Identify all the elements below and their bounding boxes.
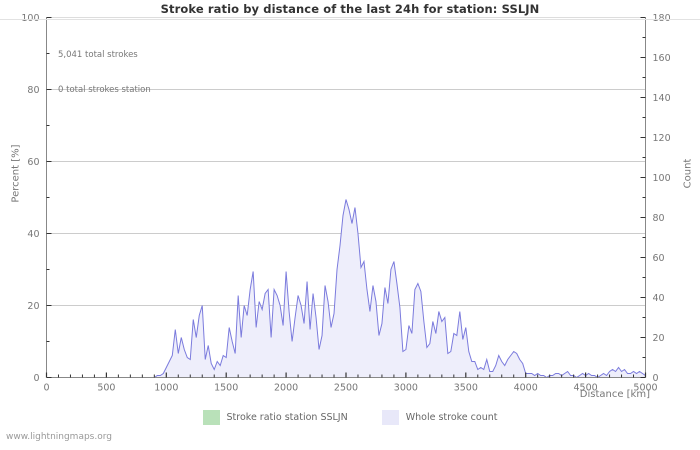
y-tick-label-right: 40 bbox=[653, 293, 665, 304]
legend-label-whole-stroke-count: Whole stroke count bbox=[405, 412, 498, 423]
chart-title: Stroke ratio by distance of the last 24h… bbox=[160, 2, 540, 16]
y-axis-left-label: Percent [%] bbox=[10, 144, 22, 203]
x-tick-label: 2000 bbox=[274, 383, 298, 394]
legend-swatch-whole-stroke-count bbox=[381, 410, 399, 425]
y-tick-label-left: 20 bbox=[27, 301, 39, 312]
x-tick-label: 3000 bbox=[394, 383, 418, 394]
chart-annotations: 5,041 total strokes 0 total strokes stat… bbox=[58, 27, 151, 119]
x-tick-label: 2500 bbox=[334, 383, 358, 394]
legend-label-stroke-ratio-station: Stroke ratio station SSLJN bbox=[226, 412, 348, 423]
y-tick-label-left: 80 bbox=[27, 85, 39, 96]
y-tick-label-left: 40 bbox=[27, 229, 39, 240]
x-tick-label: 500 bbox=[97, 383, 115, 394]
y-tick-label-left: 100 bbox=[21, 13, 39, 24]
x-axis-label: Distance [km] bbox=[579, 389, 650, 400]
x-tick-label: 4000 bbox=[514, 383, 538, 394]
x-tick-label: 1000 bbox=[154, 383, 178, 394]
x-tick-label: 5000 bbox=[633, 383, 657, 394]
y-tick-label-right: 80 bbox=[653, 213, 665, 224]
annotation-total-strokes-station: 0 total strokes station bbox=[58, 84, 151, 95]
y-tick-label-right: 0 bbox=[653, 373, 659, 384]
chart-legend: Stroke ratio station SSLJN Whole stroke … bbox=[0, 410, 700, 425]
y-tick-label-right: 140 bbox=[653, 93, 671, 104]
x-tick-label: 3500 bbox=[454, 383, 478, 394]
footer-credit: www.lightningmaps.org bbox=[6, 432, 112, 442]
title-divider bbox=[0, 19, 700, 20]
annotation-total-strokes: 5,041 total strokes bbox=[58, 50, 138, 60]
y-tick-label-right: 160 bbox=[653, 53, 671, 64]
x-tick-label: 0 bbox=[43, 383, 49, 394]
legend-item-whole-stroke-count: Whole stroke count bbox=[381, 410, 498, 425]
y-tick-label-right: 120 bbox=[653, 133, 671, 144]
y-tick-label-left: 0 bbox=[33, 373, 39, 384]
legend-swatch-stroke-ratio-station bbox=[202, 410, 220, 425]
y-tick-label-right: 60 bbox=[653, 253, 665, 264]
legend-item-stroke-ratio-station: Stroke ratio station SSLJN bbox=[202, 410, 348, 425]
y-tick-label-left: 60 bbox=[27, 157, 39, 168]
y-tick-label-right: 180 bbox=[653, 13, 671, 24]
plot-area: 0 500 1000 1500 2000 2500 3000 3500 4000 4500 5000… bbox=[21, 13, 671, 394]
x-tick-label: 1500 bbox=[214, 383, 238, 394]
y-tick-label-right: 100 bbox=[653, 173, 671, 184]
y-axis-right-label: Count bbox=[682, 158, 694, 189]
series-area-whole-stroke-count bbox=[46, 199, 646, 378]
x-tick-label: 4500 bbox=[574, 383, 598, 394]
y-tick-label-right: 20 bbox=[653, 333, 665, 344]
